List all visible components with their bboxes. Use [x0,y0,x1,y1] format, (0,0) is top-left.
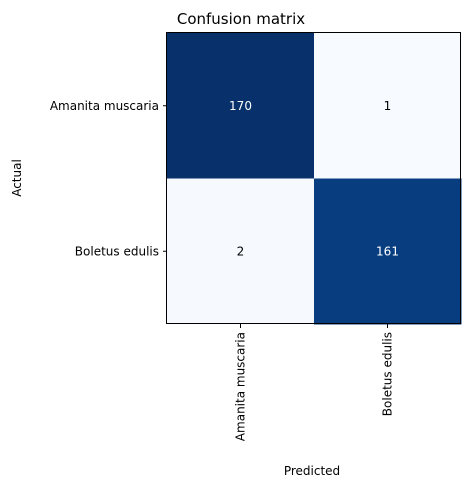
cell-value-label-1-0: 2 [237,244,245,258]
heatmap-cell-1-0 [167,178,315,325]
cell-value-label-1-1: 161 [376,244,399,258]
y-axis-ticks: Amanita muscaria Boletus edulis [50,99,167,258]
y-tick-label: Boletus edulis [75,244,159,258]
x-axis-label: Predicted [284,464,340,478]
heatmap-cell-0-0 [167,33,315,179]
heatmap-cell-0-1 [314,33,462,179]
x-tick-label: Boletus edulis [381,332,395,416]
chart-title: Confusion matrix [177,10,305,28]
heatmap-cells: 170 1 2 161 [167,33,462,325]
y-tick-label: Amanita muscaria [50,99,159,113]
x-tick-label: Amanita muscaria [234,332,248,441]
heatmap-cell-1-1 [314,178,462,325]
cell-value-label-0-1: 1 [384,99,392,113]
y-axis-label: Actual [10,159,24,197]
plot-frame [166,32,461,324]
x-axis-ticks: Amanita muscaria Boletus edulis [234,324,395,441]
cell-value-label-0-0: 170 [229,99,252,113]
